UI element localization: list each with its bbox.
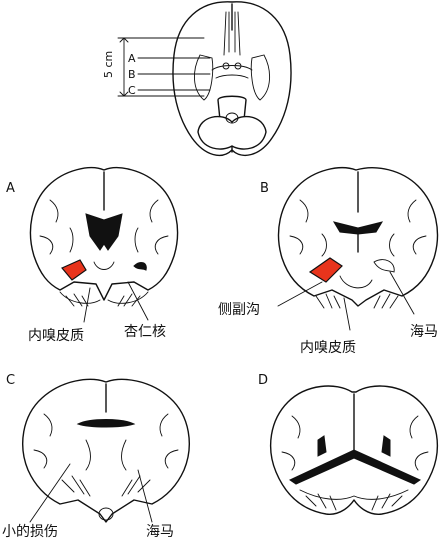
coronal-section-d: D [258,373,439,515]
label-small-lesion: 小的损伤 [2,524,58,540]
label-amygdala: 杏仁核 [124,324,166,340]
label-entorhinal-b: 内嗅皮质 [300,340,356,356]
label-hippocampus-b: 海马 [410,324,438,340]
scale-label: 5 cm [102,51,115,78]
coronal-section-a: A 内嗅皮质 杏仁核 [6,167,179,344]
panel-letter-b: B [260,181,269,196]
coronal-section-b: B 侧副沟 内嗅皮质 海马 [218,167,439,356]
panel-letter-c: C [6,373,15,388]
label-hippocampus-c: 海马 [146,524,174,540]
label-collateral-sulcus: 侧副沟 [218,302,260,318]
ventral-brain-view: 5 cm A B C [102,1,292,157]
panel-letter-a: A [6,181,15,196]
label-entorhinal-a: 内嗅皮质 [28,328,84,344]
section-label-c: C [128,84,136,97]
coronal-section-c: C 小的损伤 海马 [2,373,190,540]
section-label-b: B [128,68,136,81]
section-label-a: A [128,52,136,65]
panel-letter-d: D [258,373,268,388]
